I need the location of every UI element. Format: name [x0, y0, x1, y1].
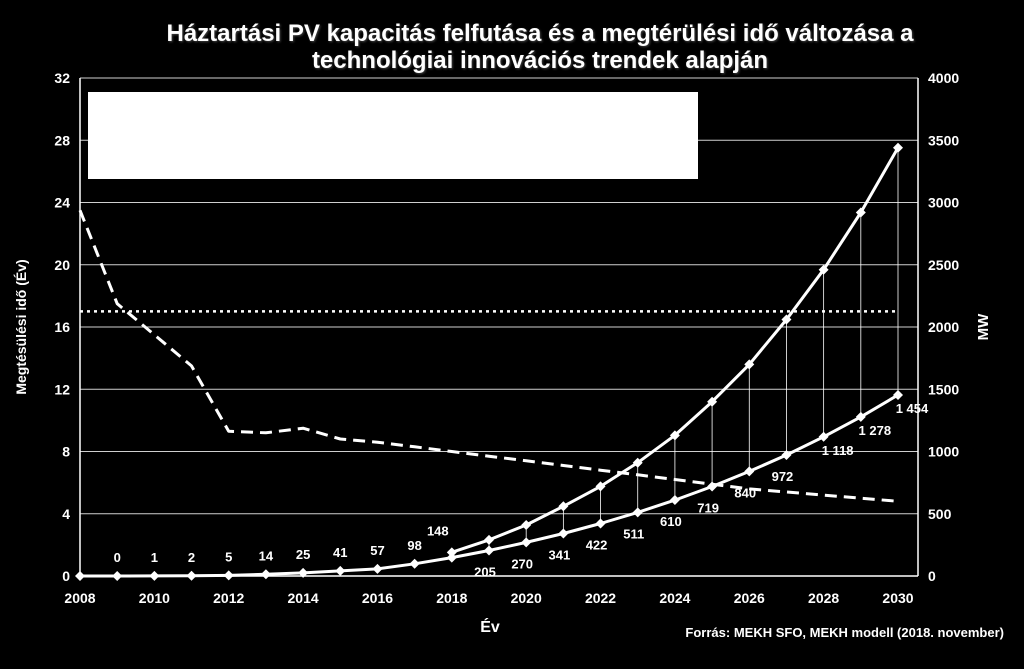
data-label: 840	[734, 485, 756, 500]
data-label: 205	[474, 564, 496, 579]
x-tick-label: 2014	[288, 590, 319, 606]
data-label: 1	[151, 550, 158, 565]
series-1-marker	[855, 411, 866, 422]
drop-lines	[451, 147, 899, 558]
data-label: 270	[511, 556, 533, 571]
series-2-marker	[669, 430, 680, 441]
y-right-tick-label: 3500	[928, 132, 959, 148]
series-1-marker	[632, 507, 643, 518]
y-right-tick-label: 500	[928, 506, 952, 522]
series-1-marker	[893, 389, 903, 400]
x-tick-label: 2008	[64, 590, 95, 606]
y-left-tick-label: 8	[62, 444, 70, 460]
chart-title-line-1: Háztartási PV kapacitás felfutása és a m…	[166, 20, 914, 47]
data-label: 972	[772, 469, 794, 484]
series-2-marker	[744, 359, 755, 370]
y-right-tick-label: 1000	[928, 444, 959, 460]
y-left-tick-label: 16	[54, 319, 70, 335]
y-right-tick-label: 1500	[928, 381, 959, 397]
data-labels: 0 1 2 5 14 25 41 57 9814820527034142251161071984…	[114, 401, 929, 580]
y-right-tick-label: 2000	[928, 319, 959, 335]
y-axis-right-title: MW	[975, 313, 992, 340]
series-1-marker	[409, 558, 420, 569]
data-label: 1 278	[859, 423, 892, 438]
legend-box	[88, 92, 698, 179]
y-left-tick-label: 24	[54, 195, 70, 211]
data-label: 1 454	[896, 401, 929, 416]
series-1-marker	[372, 563, 383, 574]
source-note: Forrás: MEKH SFO, MEKH modell (2018. nov…	[685, 625, 1004, 640]
series-1-marker	[335, 565, 346, 576]
x-tick-label: 2026	[734, 590, 765, 606]
series-2-marker	[707, 396, 718, 407]
y-axis-left-title: Megtésülési idő (Év)	[13, 259, 29, 394]
series-1-marker	[744, 466, 755, 477]
y-right-tick-label: 3000	[928, 195, 959, 211]
series-2-marker	[484, 534, 494, 545]
data-label: 610	[660, 514, 682, 529]
series-1-marker	[669, 495, 680, 506]
data-label: 148	[427, 524, 449, 539]
data-label: 98	[407, 538, 421, 553]
series-2-marker	[781, 314, 792, 325]
x-tick-label: 2030	[882, 590, 913, 606]
chart-title-line-2: technológiai innovációs trendek alapján	[311, 47, 769, 74]
data-label: 2	[188, 550, 195, 565]
series-1-marker	[484, 545, 494, 556]
series-2-marker	[855, 207, 866, 218]
data-label: 1 118	[822, 443, 854, 458]
y-left-tick-label: 20	[54, 257, 70, 273]
series-2-marker	[893, 142, 903, 153]
y-right-tick-label: 2500	[928, 257, 959, 273]
data-label: 511	[623, 526, 644, 541]
data-label: 5	[225, 549, 232, 564]
data-label: 719	[697, 500, 719, 515]
data-label: 0	[114, 550, 121, 565]
y-left-tick-label: 32	[54, 70, 70, 86]
series-1-marker	[260, 569, 271, 580]
data-label: 422	[586, 537, 608, 552]
series-line-3	[78, 209, 899, 503]
y-left-tick-label: 4	[62, 506, 70, 522]
data-label: 25	[296, 547, 310, 562]
series-1-marker	[707, 481, 718, 492]
series-markers	[75, 142, 903, 581]
series-2-marker	[595, 481, 606, 492]
x-tick-label: 2020	[511, 590, 542, 606]
series-2-marker	[632, 457, 643, 468]
series-1-marker	[558, 528, 569, 539]
x-tick-label: 2012	[213, 590, 244, 606]
series-2-marker	[521, 519, 532, 530]
x-tick-label: 2028	[808, 590, 839, 606]
x-tick-label: 2024	[659, 590, 690, 606]
axis-ticks: 0481216202428320500100015002000250030003…	[54, 70, 959, 606]
data-label: 341	[549, 548, 571, 563]
series-1-marker	[595, 518, 606, 529]
y-left-tick-label: 28	[54, 132, 70, 148]
series-1-marker	[446, 552, 457, 563]
x-tick-label: 2022	[585, 590, 616, 606]
series-2-marker	[818, 264, 829, 275]
data-label: 41	[333, 545, 347, 560]
x-tick-label: 2010	[139, 590, 170, 606]
data-label: 14	[259, 548, 274, 563]
series-1-marker	[818, 431, 829, 442]
series-2-marker	[558, 501, 569, 512]
y-right-tick-label: 4000	[928, 70, 959, 86]
series-lines	[78, 146, 900, 578]
series-2-marker	[446, 547, 457, 558]
series-1-marker	[521, 537, 532, 548]
x-tick-label: 2016	[362, 590, 393, 606]
y-right-tick-label: 0	[928, 568, 936, 584]
y-left-tick-label: 0	[62, 568, 70, 584]
series-1-marker	[781, 449, 792, 460]
y-left-tick-label: 12	[54, 381, 70, 397]
x-tick-label: 2018	[436, 590, 467, 606]
data-label: 57	[370, 543, 384, 558]
x-axis-title: Év	[480, 617, 500, 636]
